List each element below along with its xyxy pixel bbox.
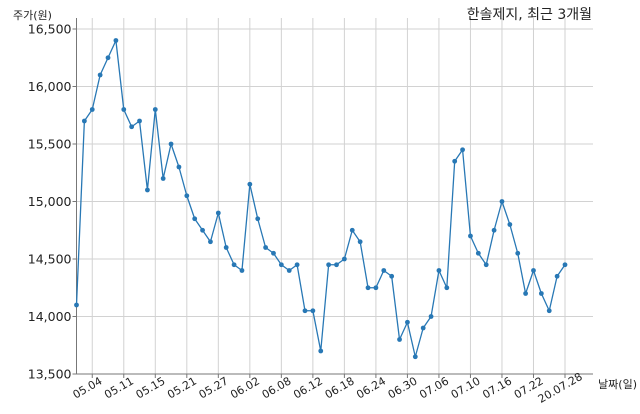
data-point — [255, 216, 261, 222]
data-point — [137, 118, 142, 124]
y-tick-label: 14,000 — [28, 309, 72, 324]
data-point — [318, 348, 324, 354]
axes — [76, 18, 593, 375]
data-point — [452, 158, 458, 164]
data-point — [334, 262, 339, 268]
y-tick-label: 13,500 — [28, 367, 72, 382]
data-point — [121, 107, 127, 112]
x-axis-label: 날짜(일) — [598, 377, 637, 391]
data-point — [436, 268, 442, 273]
data-point — [200, 227, 205, 233]
data-point — [263, 245, 268, 250]
data-point — [475, 250, 481, 256]
data-point — [184, 193, 190, 199]
data-point — [515, 250, 521, 256]
data-point — [326, 262, 332, 268]
data-point — [129, 124, 135, 130]
data-point — [81, 118, 87, 124]
data-point — [239, 268, 245, 273]
data-point — [389, 273, 395, 279]
data-point — [271, 250, 276, 256]
data-point — [223, 245, 229, 250]
data-point — [145, 187, 150, 193]
data-point — [302, 308, 308, 314]
data-point — [278, 262, 284, 268]
data-point — [105, 55, 111, 61]
data-point — [89, 107, 95, 112]
data-point — [412, 354, 418, 360]
data-point — [74, 302, 79, 308]
data-point — [294, 262, 300, 268]
data-point — [97, 72, 103, 78]
data-point — [405, 319, 410, 325]
data-point — [286, 268, 292, 273]
data-point — [397, 337, 402, 342]
data-point — [523, 291, 528, 296]
data-point — [176, 164, 182, 170]
data-point — [310, 308, 316, 314]
data-point — [381, 268, 387, 273]
y-axis-label: 주가(원) — [13, 9, 52, 22]
data-point — [247, 181, 253, 187]
data-point — [428, 314, 434, 319]
data-point — [215, 210, 221, 216]
data-point — [231, 262, 237, 268]
data-point — [168, 141, 174, 147]
data-point — [468, 233, 473, 239]
y-tick-label: 16,500 — [28, 22, 72, 37]
data-point — [562, 262, 568, 268]
data-point — [373, 285, 379, 291]
data-point — [554, 273, 560, 279]
data-point — [460, 147, 465, 153]
data-point — [160, 176, 166, 181]
y-tick-label: 15,500 — [28, 137, 72, 152]
data-point — [420, 325, 426, 331]
data-point — [208, 239, 213, 245]
price-series — [74, 38, 568, 360]
y-tick-label: 15,000 — [28, 194, 72, 209]
data-point — [499, 199, 505, 204]
y-tick-label: 14,500 — [28, 252, 72, 267]
data-point — [349, 227, 355, 233]
data-point — [357, 239, 363, 245]
chart-title: 한솔제지, 최근 3개월 — [467, 7, 592, 23]
data-point — [546, 308, 552, 314]
data-point — [538, 291, 544, 296]
data-point — [444, 285, 450, 291]
data-point — [531, 268, 536, 273]
data-point — [192, 216, 198, 222]
data-point — [507, 222, 513, 227]
data-point — [152, 107, 158, 112]
data-point — [341, 256, 347, 262]
data-point — [491, 227, 497, 233]
data-point — [365, 285, 371, 291]
y-axis-ticks: 13,500 14,000 14,500 15,000 15,500 16,000 16,5… — [28, 22, 77, 382]
y-tick-label: 16,000 — [28, 79, 72, 94]
data-point — [483, 262, 489, 268]
data-point — [113, 38, 119, 43]
